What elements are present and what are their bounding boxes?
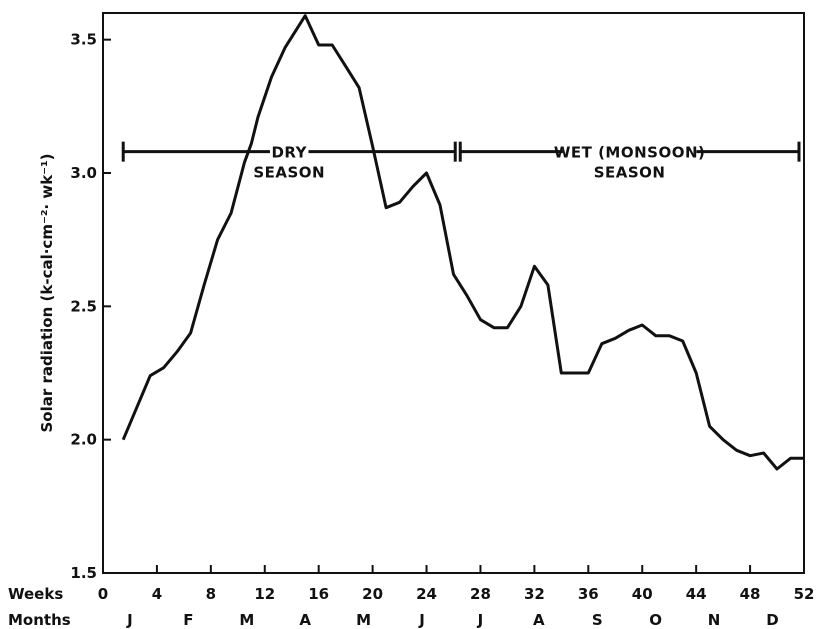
month-label: S xyxy=(592,611,603,629)
month-label: J xyxy=(126,611,133,629)
month-label: D xyxy=(766,611,778,629)
x-tick-label: 32 xyxy=(524,585,545,603)
y-tick-label: 2.0 xyxy=(70,431,97,449)
x-tick-label: 0 xyxy=(98,585,108,603)
x-axis-weeks: 0 4 8 12 16 20 24 28 32 36 40 44 48 52 xyxy=(98,565,815,603)
x-tick-label: 36 xyxy=(578,585,599,603)
y-tick-label: 3.5 xyxy=(70,31,97,49)
x-tick-label: 20 xyxy=(362,585,383,603)
y-axis-title: Solar radiation (k-cal·cm⁻²· wk⁻¹) xyxy=(38,153,56,432)
series-group xyxy=(121,14,804,471)
season-label-line1: DRY xyxy=(271,144,307,162)
month-label: N xyxy=(708,611,721,629)
x-tick-label: 8 xyxy=(206,585,216,603)
y-axis: 1.5 2.0 2.5 3.0 3.5 xyxy=(70,31,111,582)
x-tick-label: 44 xyxy=(686,585,707,603)
x-tick-label: 12 xyxy=(254,585,275,603)
x-tick-label: 4 xyxy=(152,585,162,603)
y-tick-label: 2.5 xyxy=(70,297,97,315)
plot-border xyxy=(102,12,805,574)
month-label: A xyxy=(299,611,311,629)
x-tick-label: 52 xyxy=(794,585,815,603)
x-tick-label: 24 xyxy=(416,585,437,603)
weeks-row-label: Weeks xyxy=(8,585,63,603)
season-label-line2: SEASON xyxy=(594,164,666,182)
season-bars: DRY SEASON WET (MONSOON) SEASON xyxy=(121,141,801,182)
series-line-solar-radiation xyxy=(121,14,804,471)
month-label: M xyxy=(239,611,254,629)
x-tick-label: 48 xyxy=(740,585,761,603)
month-label: A xyxy=(533,611,545,629)
month-label: M xyxy=(356,611,371,629)
x-tick-label: 28 xyxy=(470,585,491,603)
month-label: J xyxy=(418,611,425,629)
month-label: F xyxy=(183,611,193,629)
y-tick-label: 1.5 xyxy=(70,564,97,582)
season-label-line2: SEASON xyxy=(253,164,325,182)
x-tick-label: 40 xyxy=(632,585,653,603)
month-label: J xyxy=(477,611,484,629)
y-tick-label: 3.0 xyxy=(70,164,97,182)
month-label: O xyxy=(649,611,662,629)
season-label-line1: WET (MONSOON) xyxy=(554,144,706,162)
months-row-label: Months xyxy=(8,611,71,629)
x-tick-label: 16 xyxy=(308,585,329,603)
plot-frame xyxy=(102,12,805,574)
